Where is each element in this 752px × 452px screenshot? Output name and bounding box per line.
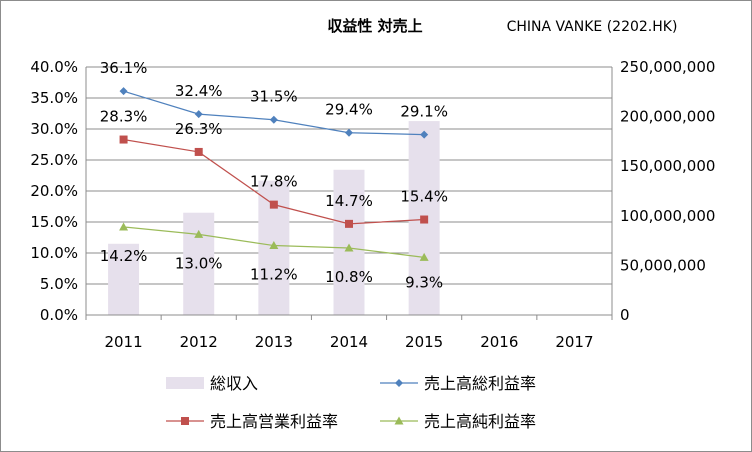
data-label: 14.2% [100, 247, 148, 265]
y-left-tick-label: 20.0% [30, 182, 78, 200]
triangle-marker [344, 243, 354, 252]
x-tick-label: 2015 [405, 333, 443, 351]
triangle-marker [269, 241, 279, 250]
data-label: 29.1% [400, 103, 448, 121]
y-right-tick-label: 150,000,000 [620, 157, 715, 175]
legend-label: 売上高総利益率 [424, 374, 536, 393]
data-label: 28.3% [100, 108, 148, 126]
y-left-tick-label: 25.0% [30, 151, 78, 169]
y-right-tick-label: 200,000,000 [620, 108, 715, 126]
y-left-tick-label: 5.0% [40, 275, 78, 293]
x-tick-label: 2017 [555, 333, 593, 351]
diamond-marker [269, 115, 278, 124]
data-label: 14.7% [325, 192, 373, 210]
data-label: 11.2% [250, 266, 298, 284]
legend-swatch [166, 377, 204, 389]
y-left-tick-label: 10.0% [30, 244, 78, 262]
x-tick-label: 2011 [104, 333, 142, 351]
data-label: 9.3% [405, 273, 443, 291]
diamond-marker [119, 87, 128, 96]
x-tick-label: 2012 [180, 333, 218, 351]
y-left-tick-label: 40.0% [30, 58, 78, 76]
y-right-tick-label: 100,000,000 [620, 207, 715, 225]
y-left-tick-label: 35.0% [30, 89, 78, 107]
legend-label: 売上高純利益率 [424, 412, 536, 431]
chart-subtitle: CHINA VANKE (2202.HK) [507, 19, 678, 35]
triangle-marker [194, 229, 204, 238]
x-tick-label: 2014 [330, 333, 368, 351]
data-label: 17.8% [250, 173, 298, 191]
y-left-tick-label: 30.0% [30, 120, 78, 138]
y-right-tick-label: 0 [620, 306, 630, 324]
bar [333, 169, 365, 315]
x-tick-label: 2016 [480, 333, 518, 351]
bar-series [108, 121, 440, 316]
diamond-marker [420, 130, 429, 139]
square-marker [194, 147, 203, 156]
data-label: 32.4% [175, 82, 223, 100]
y-right-tick-label: 250,000,000 [620, 58, 715, 76]
legend-label: 総収入 [210, 374, 258, 393]
y-left-tick-label: 0.0% [40, 306, 78, 324]
axes: 0.0% 5.0% 10.0% 15.0% 20.0% 25.0% 30.0% 35.0% 40… [30, 58, 715, 351]
diamond-marker [345, 128, 353, 137]
triangle-marker [394, 416, 404, 425]
data-label: 29.4% [325, 101, 373, 119]
data-label: 36.1% [100, 59, 148, 77]
diamond-marker [194, 110, 203, 119]
chart-title: 収益性 対売上 [327, 17, 422, 35]
bar [183, 212, 215, 315]
triangle-marker [119, 222, 129, 231]
data-label: 10.8% [325, 268, 373, 286]
data-labels: 36.1% 32.4% 31.5% 29.4% 29.1% 28.3% 26.3% 17.8%… [100, 59, 448, 291]
line-series [119, 87, 429, 261]
square-marker [345, 219, 353, 228]
data-label: 26.3% [175, 120, 223, 138]
square-marker [269, 200, 278, 209]
data-label: 15.4% [400, 188, 448, 206]
diamond-marker [395, 379, 403, 387]
y-right-tick-label: 50,000,000 [620, 256, 706, 274]
bar [108, 243, 140, 315]
square-marker [119, 135, 128, 144]
data-label: 13.0% [175, 254, 223, 272]
triangle-marker [419, 252, 429, 261]
y-left-tick-label: 15.0% [30, 213, 78, 231]
data-label: 31.5% [250, 88, 298, 106]
square-marker [181, 417, 189, 425]
legend-label: 売上高営業利益率 [210, 412, 338, 431]
x-tick-label: 2013 [255, 333, 293, 351]
square-marker [420, 215, 429, 224]
